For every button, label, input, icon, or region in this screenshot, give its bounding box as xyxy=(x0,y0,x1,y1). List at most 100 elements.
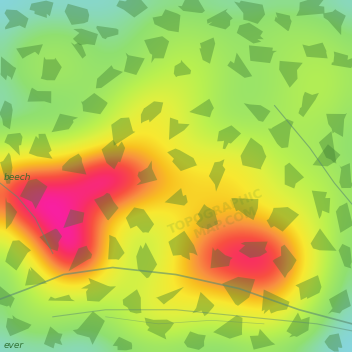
Polygon shape xyxy=(174,60,191,77)
Polygon shape xyxy=(262,289,290,314)
Polygon shape xyxy=(108,235,125,260)
Text: TOPOGRAPHIC
  MAP.COM: TOPOGRAPHIC MAP.COM xyxy=(166,186,271,250)
Polygon shape xyxy=(249,45,277,63)
Polygon shape xyxy=(48,295,75,301)
Polygon shape xyxy=(124,52,145,75)
Polygon shape xyxy=(0,56,16,80)
Polygon shape xyxy=(30,1,54,18)
Polygon shape xyxy=(0,100,13,129)
Polygon shape xyxy=(273,245,297,278)
Polygon shape xyxy=(326,113,347,137)
Polygon shape xyxy=(167,149,197,171)
Polygon shape xyxy=(192,292,214,316)
Polygon shape xyxy=(312,190,330,219)
Polygon shape xyxy=(63,209,84,228)
Polygon shape xyxy=(296,0,325,16)
Polygon shape xyxy=(323,9,346,35)
Polygon shape xyxy=(65,4,89,25)
Polygon shape xyxy=(298,92,319,117)
Polygon shape xyxy=(136,243,157,278)
Polygon shape xyxy=(73,29,98,45)
Text: ever: ever xyxy=(4,341,24,351)
Polygon shape xyxy=(123,289,142,314)
Polygon shape xyxy=(51,114,78,132)
Polygon shape xyxy=(29,134,52,159)
Polygon shape xyxy=(240,138,266,170)
Polygon shape xyxy=(227,53,252,78)
Polygon shape xyxy=(126,207,154,233)
Polygon shape xyxy=(73,311,105,345)
Polygon shape xyxy=(184,331,206,350)
Polygon shape xyxy=(222,277,255,306)
Polygon shape xyxy=(287,313,310,338)
Polygon shape xyxy=(339,244,352,269)
Polygon shape xyxy=(210,247,233,268)
Polygon shape xyxy=(168,231,198,260)
Polygon shape xyxy=(117,0,148,18)
Polygon shape xyxy=(0,285,15,308)
Polygon shape xyxy=(319,131,337,163)
Polygon shape xyxy=(6,197,17,229)
Polygon shape xyxy=(209,159,225,191)
Polygon shape xyxy=(111,118,136,146)
Polygon shape xyxy=(6,315,31,336)
Polygon shape xyxy=(94,193,119,220)
Polygon shape xyxy=(339,163,352,188)
Polygon shape xyxy=(275,12,292,31)
Polygon shape xyxy=(96,26,118,39)
Polygon shape xyxy=(137,161,157,185)
Polygon shape xyxy=(189,99,214,117)
Polygon shape xyxy=(5,10,29,30)
Polygon shape xyxy=(69,246,92,271)
Polygon shape xyxy=(231,198,258,220)
Polygon shape xyxy=(152,9,180,32)
Polygon shape xyxy=(244,103,270,122)
Polygon shape xyxy=(155,287,184,304)
Polygon shape xyxy=(27,88,51,103)
Polygon shape xyxy=(0,152,12,184)
Polygon shape xyxy=(71,42,86,58)
Text: beech: beech xyxy=(4,172,31,182)
Polygon shape xyxy=(250,329,275,350)
Polygon shape xyxy=(328,289,351,314)
Polygon shape xyxy=(169,118,190,140)
Polygon shape xyxy=(196,204,218,229)
Polygon shape xyxy=(332,51,352,68)
Polygon shape xyxy=(336,202,352,233)
Polygon shape xyxy=(44,326,62,348)
Polygon shape xyxy=(237,23,264,44)
Polygon shape xyxy=(62,153,87,175)
Polygon shape xyxy=(102,140,125,169)
Polygon shape xyxy=(268,119,294,148)
Polygon shape xyxy=(213,315,243,339)
Polygon shape xyxy=(113,337,132,350)
Polygon shape xyxy=(81,93,107,114)
Polygon shape xyxy=(310,228,337,251)
Polygon shape xyxy=(39,229,62,251)
Polygon shape xyxy=(302,43,328,58)
Polygon shape xyxy=(16,44,43,59)
Polygon shape xyxy=(279,61,303,88)
Polygon shape xyxy=(207,8,233,30)
Polygon shape xyxy=(4,133,23,156)
Polygon shape xyxy=(96,65,123,88)
Polygon shape xyxy=(41,57,62,80)
Polygon shape xyxy=(266,207,299,232)
Polygon shape xyxy=(81,278,116,302)
Polygon shape xyxy=(295,275,321,300)
Polygon shape xyxy=(144,36,169,63)
Polygon shape xyxy=(200,38,215,64)
Polygon shape xyxy=(325,333,342,352)
Polygon shape xyxy=(234,1,265,24)
Polygon shape xyxy=(5,240,31,271)
Polygon shape xyxy=(141,101,163,124)
Polygon shape xyxy=(178,0,205,13)
Polygon shape xyxy=(20,179,48,209)
Polygon shape xyxy=(145,318,174,339)
Polygon shape xyxy=(217,125,241,149)
Polygon shape xyxy=(239,241,268,258)
Polygon shape xyxy=(25,266,48,285)
Polygon shape xyxy=(285,163,304,189)
Polygon shape xyxy=(165,188,188,206)
Polygon shape xyxy=(313,144,340,166)
